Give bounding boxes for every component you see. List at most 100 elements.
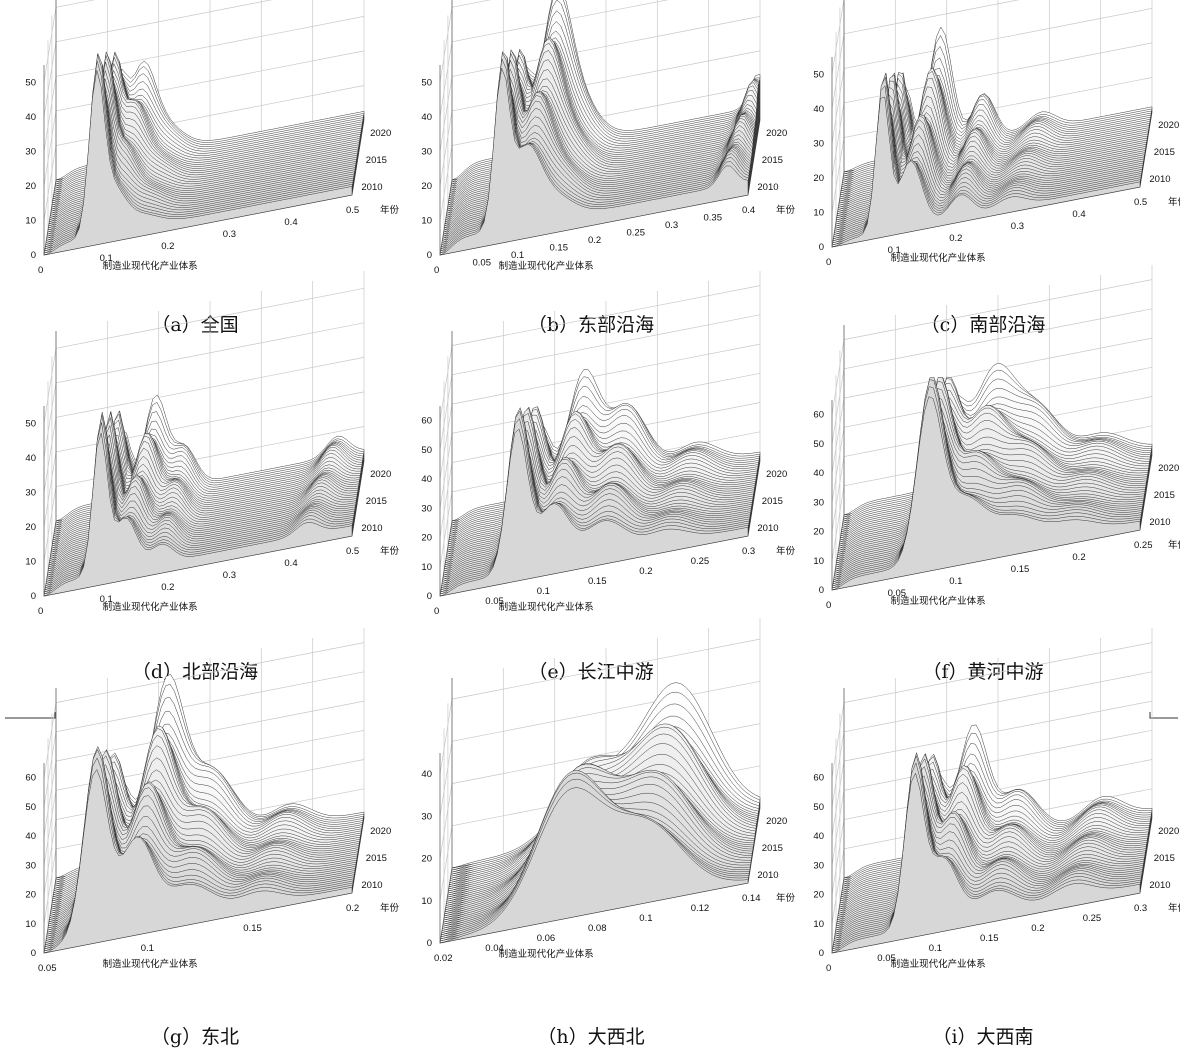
- year-axis-label: 年份: [380, 902, 400, 914]
- surface-slice: [439, 67, 749, 256]
- grid-line: [439, 0, 669, 117]
- panel-caption: （d）北部沿海: [132, 661, 258, 683]
- z-tick-label: 0: [427, 250, 432, 261]
- z-tick-label: 20: [813, 173, 824, 184]
- x-axis-label: 制造业现代化产业体系: [103, 260, 198, 272]
- year-tick-label: 2015: [762, 496, 783, 507]
- x-tick-label: 0.4: [742, 205, 755, 216]
- density-surface: [43, 394, 365, 597]
- x-tick-label: 0.4: [1072, 209, 1085, 220]
- year-axis-label: 年份: [1168, 539, 1180, 551]
- z-tick-label: 50: [25, 418, 36, 429]
- density-surface: [831, 724, 1153, 954]
- z-tick-label: 40: [421, 474, 432, 485]
- z-tick-label: 20: [25, 181, 36, 192]
- grid-line: [43, 0, 96, 83]
- year-tick-label: 2010: [1149, 517, 1170, 528]
- year-axis-label: 年份: [380, 545, 400, 557]
- year-tick-label: 2020: [1158, 463, 1179, 474]
- density-surface: [43, 674, 365, 954]
- x-tick-label: 0.1: [100, 594, 113, 605]
- panel-g: 0.05 0.1 0.15 0.2 0 10 20 30 40 50 60 2010 2015 2020 制…: [25, 628, 400, 1048]
- z-tick-label: 30: [813, 138, 824, 149]
- x-axis-label: 制造业现代化产业体系: [103, 601, 198, 613]
- z-tick-label: 50: [421, 77, 432, 88]
- z-tick-label: 40: [813, 831, 824, 842]
- z-tick-label: 30: [421, 146, 432, 157]
- x-tick-label: 0.15: [588, 576, 607, 587]
- tick-labels: 0.02 0.04 0.06 0.08 0.1 0.12 0.14 0 10 20 30 40 2010…: [421, 769, 787, 964]
- x-tick-label: 0.1: [100, 253, 113, 264]
- tick-labels: 0 0.05 0.1 0.15 0.2 0.25 0 10 20 30 40 50 60 2010 2015…: [813, 410, 1179, 611]
- x-tick-label: 0.4: [284, 217, 297, 228]
- z-tick-label: 0: [427, 938, 432, 949]
- year-axis-label: 年份: [1168, 902, 1180, 914]
- x-tick-label: 0: [38, 606, 43, 617]
- x-tick-label: 0: [826, 257, 831, 268]
- z-tick-label: 20: [421, 533, 432, 544]
- x-tick-label: 0.2: [588, 235, 601, 246]
- x-tick-label: 0.2: [1072, 552, 1085, 563]
- panel-caption: （g）东北: [151, 1026, 239, 1048]
- x-axis-label: 制造业现代化产业体系: [891, 252, 986, 264]
- x-tick-label: 0.15: [980, 933, 999, 944]
- x-tick-label: 0.3: [1011, 221, 1024, 232]
- z-tick-label: 0: [31, 250, 36, 261]
- surface-slice: [439, 428, 749, 597]
- panel-caption: （c）南部沿海: [921, 314, 1046, 336]
- x-tick-label: 0.2: [161, 582, 174, 593]
- year-tick-label: 2015: [1154, 853, 1175, 864]
- grid-line: [831, 0, 1020, 109]
- x-axis-label: 制造业现代化产业体系: [499, 948, 594, 960]
- z-tick-label: 30: [813, 860, 824, 871]
- x-tick-label: 0.25: [1134, 540, 1153, 551]
- x-tick-label: 0.1: [888, 245, 901, 256]
- x-tick-label: 0.15: [550, 243, 569, 254]
- x-tick-label: 0: [826, 963, 831, 974]
- z-tick-label: 0: [819, 585, 824, 596]
- z-tick-label: 20: [421, 854, 432, 865]
- x-tick-label: 0: [434, 265, 439, 276]
- year-axis-label: 年份: [380, 204, 400, 216]
- grid-line: [439, 0, 492, 83]
- x-tick-label: 0.1: [949, 576, 962, 587]
- tick-labels: 0 0.1 0.2 0.3 0.4 0.5 0 10 20 30 40 50 2010 2015 2020: [813, 69, 1179, 268]
- x-axis-label: 制造业现代化产业体系: [499, 260, 594, 272]
- tick-labels: 0 0.1 0.2 0.3 0.4 0.5 0 10 20 30 40 50 2010 2015 2020: [25, 418, 391, 617]
- z-tick-label: 40: [25, 453, 36, 464]
- density-surface: [43, 51, 365, 256]
- x-tick-label: 0.4: [284, 558, 297, 569]
- year-tick-label: 2010: [757, 870, 778, 881]
- year-tick-label: 2020: [370, 826, 391, 837]
- year-tick-label: 2015: [366, 496, 387, 507]
- x-tick-label: 0.02: [434, 953, 453, 964]
- year-tick-label: 2015: [1154, 490, 1175, 501]
- z-tick-label: 40: [421, 112, 432, 123]
- x-tick-label: 0.14: [742, 893, 761, 904]
- grid-line: [43, 287, 365, 424]
- x-tick-label: 0.05: [38, 963, 57, 974]
- corner-mark-left: [5, 712, 56, 719]
- x-tick-label: 0.5: [346, 205, 359, 216]
- year-tick-label: 2015: [1154, 147, 1175, 158]
- panel-caption: （i）大西南: [932, 1026, 1033, 1048]
- z-tick-label: 40: [813, 468, 824, 479]
- z-tick-label: 40: [421, 769, 432, 780]
- z-tick-label: 50: [25, 77, 36, 88]
- z-tick-label: 20: [25, 890, 36, 901]
- z-tick-label: 40: [813, 104, 824, 115]
- z-tick-label: 30: [25, 146, 36, 157]
- z-tick-label: 60: [813, 410, 824, 421]
- surface-slice: [439, 787, 749, 944]
- z-tick-label: 30: [813, 497, 824, 508]
- x-tick-label: 0.3: [223, 570, 236, 581]
- year-tick-label: 2010: [1149, 880, 1170, 891]
- z-tick-label: 10: [813, 919, 824, 930]
- z-tick-label: 30: [25, 860, 36, 871]
- year-axis-label: 年份: [1168, 196, 1180, 208]
- panel-i: 0 0.05 0.1 0.15 0.2 0.25 0.3 0 10 20 30 40 50 60 2010 2…: [813, 628, 1180, 1048]
- z-tick-label: 20: [813, 527, 824, 538]
- panel-b: 0 0.05 0.1 0.15 0.2 0.25 0.3 0.35 0.4 0 10 20 30 40 50…: [421, 0, 796, 336]
- grid-line: [831, 0, 845, 75]
- year-tick-label: 2010: [757, 182, 778, 193]
